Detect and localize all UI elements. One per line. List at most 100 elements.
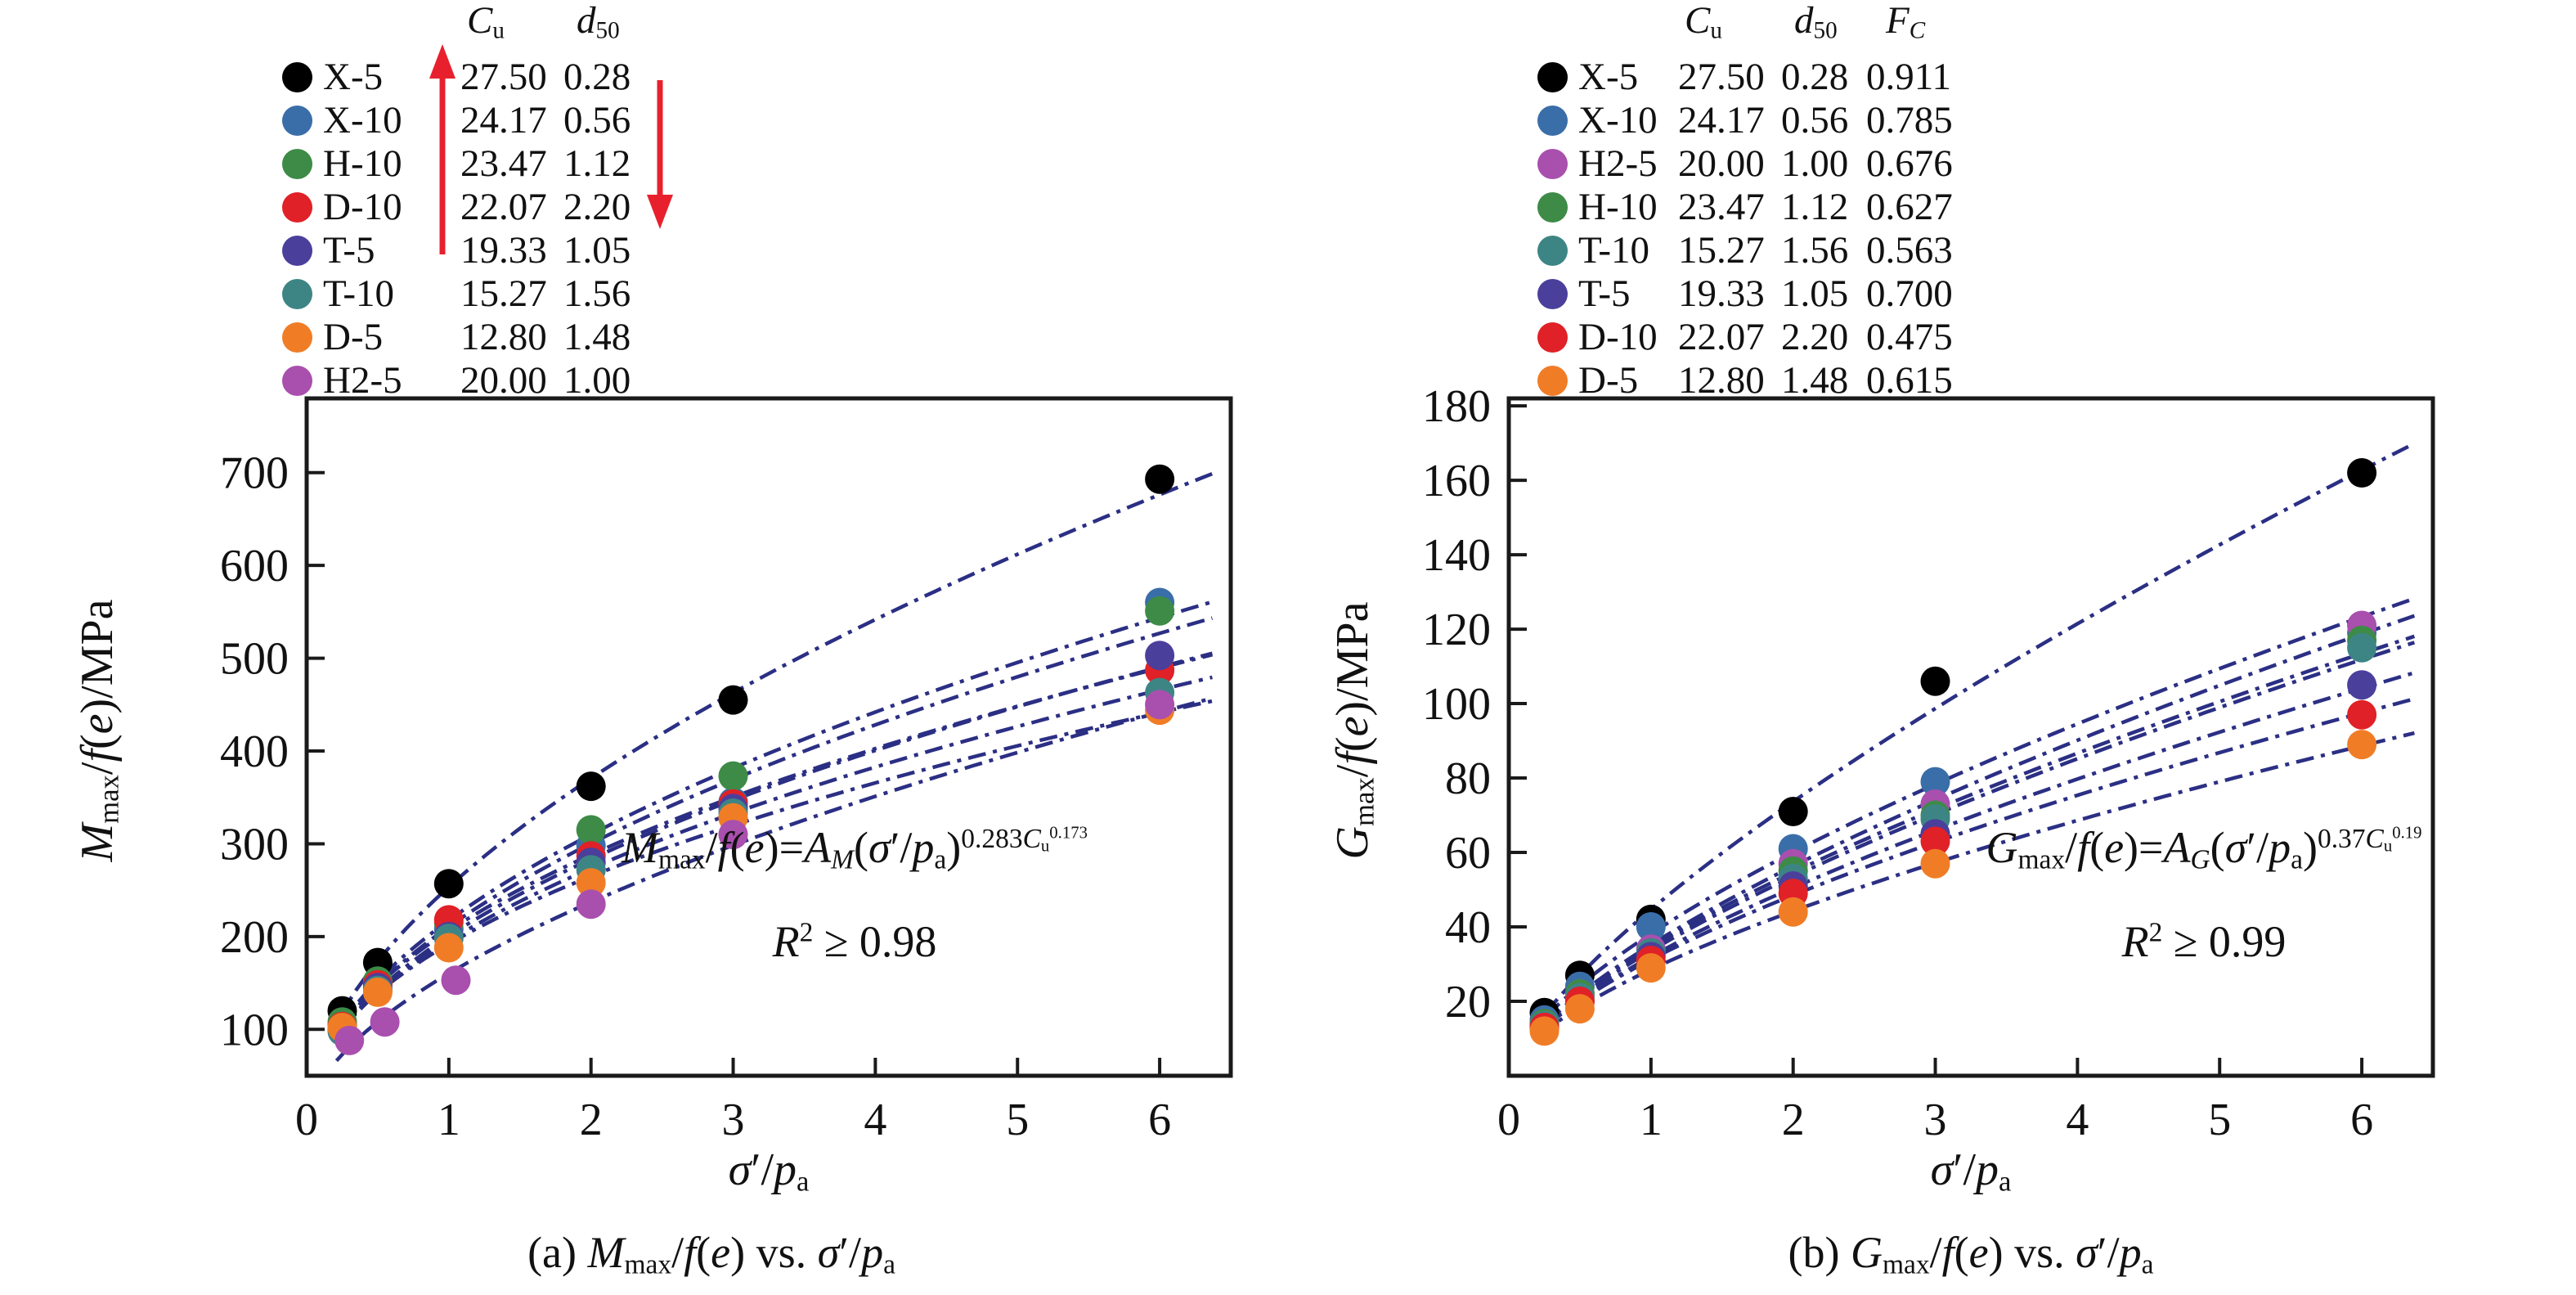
data-point-d-5 <box>1564 994 1595 1024</box>
x-tick-label: 3 <box>1924 1095 1947 1145</box>
legend-label: X-5 <box>323 56 384 98</box>
legend-row-x-10: X-10 24.17 0.56 <box>282 99 662 142</box>
legend-marker-icon <box>1537 366 1578 396</box>
y-tick-label: 60 <box>1445 828 1491 879</box>
fit-curve-x-10 <box>1537 596 2416 1027</box>
x-tick-label: 6 <box>1148 1095 1171 1145</box>
fit-equation-b: Gmax/f(e)=AG(σ′/pa)0.37Cu0.19 <box>1986 823 2422 875</box>
legend-label: H-10 <box>323 142 402 185</box>
legend-row-x-5: X-5 27.50 0.28 <box>282 56 662 99</box>
x-tick-label: 0 <box>295 1095 318 1145</box>
x-tick-label: 6 <box>2350 1095 2373 1145</box>
y-tick-label: 300 <box>220 819 289 870</box>
legend-d50-value: 1.56 <box>563 272 631 315</box>
legend-cu-value: 19.33 <box>460 229 547 272</box>
legend-label: X-10 <box>1578 99 1658 142</box>
legend-row-d-5: D-5 12.80 1.48 0.615 <box>1537 359 1987 402</box>
legend-marker-icon <box>282 149 323 179</box>
y-tick-label: 500 <box>220 634 289 685</box>
legend-row-h2-5: H2-5 20.00 1.00 0.676 <box>1537 142 1987 186</box>
x-tick-label: 3 <box>722 1095 745 1145</box>
x-tick-label: 1 <box>1640 1095 1663 1145</box>
legend-cu-value: 15.27 <box>460 272 547 315</box>
legend-b: Cu d50 FC X-5 27.50 0.28 0.911 X-10 24.17 0.56 0.7… <box>1537 0 1987 402</box>
legend-fc-value: 0.475 <box>1866 316 1953 358</box>
x-tick-label: 2 <box>1782 1095 1805 1145</box>
fit-curve-d-10 <box>1537 697 2415 1034</box>
data-point-d-5 <box>362 977 393 1007</box>
data-point-x-5 <box>1145 464 1175 494</box>
data-point-h2-5 <box>718 820 748 850</box>
data-point-x-5 <box>2347 458 2377 488</box>
legend-cu-value: 24.17 <box>1678 99 1765 142</box>
data-point-d-5 <box>433 933 464 963</box>
legend-label: H-10 <box>1578 186 1658 228</box>
chart-a-mmax-vs-stress: 0 1 2 3 4 5 6 100 200 300 400 500 600 700 <box>220 396 1233 1145</box>
legend-d50-value: 1.48 <box>1781 359 1849 402</box>
fit-curve-t-10 <box>1537 641 2416 1034</box>
legend-marker-icon <box>1537 279 1578 309</box>
data-point-d-5 <box>576 868 606 898</box>
legend-label: T-5 <box>323 229 375 272</box>
legend-marker-icon <box>1537 62 1578 92</box>
fit-curve-t-5 <box>1537 671 2416 1035</box>
y-tick-label: 120 <box>1422 605 1491 655</box>
legend-label: T-5 <box>1578 272 1631 315</box>
data-point-h-10 <box>1145 596 1175 626</box>
legend-d50-value: 2.20 <box>1781 316 1849 358</box>
legend-fc-value: 0.563 <box>1866 229 1953 272</box>
x-tick-label: 5 <box>2208 1095 2231 1145</box>
legend-d50-value: 1.05 <box>563 229 631 272</box>
legend-marker-icon <box>282 366 323 396</box>
legend-row-h2-5: H2-5 20.00 1.00 <box>282 359 662 402</box>
legend-d50-value: 0.28 <box>563 56 631 98</box>
legend-cu-value: 23.47 <box>460 142 547 185</box>
legend-label: H2-5 <box>323 359 402 402</box>
legend-marker-icon <box>1537 236 1578 266</box>
x-tick-label: 5 <box>1006 1095 1029 1145</box>
legend-row-h-10: H-10 23.47 1.12 <box>282 142 662 186</box>
legend-row-h-10: H-10 23.47 1.12 0.627 <box>1537 186 1987 229</box>
legend-cu-value: 19.33 <box>1678 272 1765 315</box>
data-point-t-5 <box>1145 641 1175 671</box>
legend-label: D-10 <box>1578 316 1658 358</box>
fit-curve-t-5 <box>334 651 1213 1038</box>
fit-curve-x-5 <box>334 472 1214 1023</box>
r-squared-b: R2 ≥ 0.99 <box>2121 917 2287 966</box>
legend-header-fc: FC <box>1886 0 1926 43</box>
legend-marker-icon <box>282 106 323 136</box>
legend-row-x-5: X-5 27.50 0.28 0.911 <box>1537 56 1987 99</box>
legend-header-d50: d50 <box>577 0 620 43</box>
legend-label: T-10 <box>323 272 395 315</box>
legend-marker-icon <box>1537 149 1578 179</box>
caption-a: (a) Mmax/f(e) vs. σ′/pa <box>527 1228 895 1280</box>
fit-curve-d-5 <box>1537 731 2415 1038</box>
fit-curve-h-10 <box>334 600 1214 1032</box>
fit-curve-x-10 <box>334 616 1214 1036</box>
x-tick-label: 0 <box>1497 1095 1520 1145</box>
y-tick-label: 700 <box>220 448 289 499</box>
legend-marker-icon <box>282 192 323 223</box>
legend-fc-value: 0.911 <box>1866 56 1952 98</box>
legend-fc-value: 0.676 <box>1866 142 1953 185</box>
data-point-h2-5 <box>576 889 606 920</box>
fit-curve-h2-5 <box>1537 614 2416 1032</box>
legend-a: Cu d50 X-5 27.50 0.28 X-10 24.17 0.56 H-10 23.47 1… <box>282 0 673 402</box>
legend-marker-icon <box>282 62 323 92</box>
legend-header-cu: Cu <box>1685 0 1722 43</box>
legend-header-row: Cu d50 <box>282 0 662 56</box>
legend-label: D-10 <box>323 186 402 228</box>
data-point-d-5 <box>2347 730 2377 760</box>
y-axis-label-a: Mmax/f(e)/MPa <box>72 599 125 862</box>
legend-label: X-10 <box>323 99 402 142</box>
legend-d50-value: 1.12 <box>563 142 631 185</box>
y-tick-label: 200 <box>220 912 289 963</box>
legend-row-t-10: T-10 15.27 1.56 0.563 <box>1537 229 1987 272</box>
legend-cu-value: 20.00 <box>1678 142 1765 185</box>
legend-row-x-10: X-10 24.17 0.56 0.785 <box>1537 99 1987 142</box>
panel-a: Cu d50 X-5 27.50 0.28 X-10 24.17 0.56 H-10 23.47 1… <box>72 0 1233 1280</box>
legend-header-row: Cu d50 FC <box>1537 0 1987 56</box>
legend-header-d50: d50 <box>1794 0 1838 43</box>
data-point-x-5 <box>576 771 606 802</box>
